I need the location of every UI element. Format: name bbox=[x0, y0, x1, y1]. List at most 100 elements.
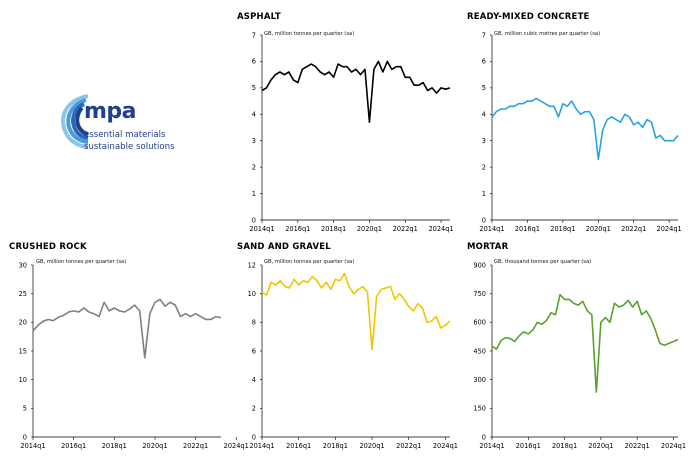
data-point bbox=[449, 87, 450, 88]
data-point bbox=[646, 119, 647, 120]
data-point bbox=[371, 349, 372, 350]
data-point bbox=[37, 325, 38, 326]
data-point bbox=[315, 66, 316, 67]
data-point bbox=[655, 137, 656, 138]
data-point bbox=[270, 282, 271, 283]
data-point bbox=[396, 66, 397, 67]
data-point bbox=[408, 306, 409, 307]
data-point bbox=[159, 299, 160, 300]
data-point bbox=[328, 71, 329, 72]
data-point bbox=[200, 316, 201, 317]
mpa-swoosh-icon bbox=[61, 94, 89, 149]
data-point bbox=[559, 294, 560, 295]
x-tick-label: 2020q1 bbox=[142, 442, 167, 450]
data-point bbox=[316, 280, 317, 281]
logo-tagline-1: essential materials bbox=[84, 130, 166, 140]
series-line bbox=[261, 272, 451, 351]
data-point bbox=[668, 343, 669, 344]
data-point bbox=[514, 341, 515, 342]
data-point bbox=[73, 310, 74, 311]
chart-title: ASPHALT bbox=[237, 12, 281, 22]
y-tick-label: 30 bbox=[19, 261, 27, 269]
data-point bbox=[288, 71, 289, 72]
chart-unit-label: GB, million cubic metres per quarter (sa… bbox=[494, 31, 601, 37]
data-point bbox=[325, 282, 326, 283]
data-point bbox=[641, 314, 642, 315]
y-tick-label: 0 bbox=[252, 433, 256, 441]
data-point bbox=[632, 306, 633, 307]
data-point bbox=[593, 119, 594, 120]
data-point bbox=[418, 85, 419, 86]
data-point bbox=[427, 90, 428, 91]
x-tick-label: 2014q1 bbox=[249, 225, 274, 233]
data-point bbox=[83, 307, 84, 308]
x-tick-label: 2018q1 bbox=[550, 225, 575, 233]
data-point bbox=[633, 124, 634, 125]
chart-unit-label: GB, million tonnes per quarter (sa) bbox=[264, 259, 355, 265]
data-point bbox=[491, 116, 492, 117]
data-point bbox=[609, 322, 610, 323]
y-tick-label: 6 bbox=[252, 347, 256, 355]
data-point bbox=[284, 286, 285, 287]
data-point bbox=[642, 127, 643, 128]
data-point bbox=[405, 77, 406, 78]
data-point bbox=[337, 63, 338, 64]
logo-wordmark: mpa bbox=[84, 99, 137, 124]
x-tick-label: 2018q1 bbox=[552, 442, 577, 450]
data-point bbox=[413, 85, 414, 86]
data-point bbox=[664, 140, 665, 141]
data-point bbox=[324, 74, 325, 75]
data-point bbox=[624, 114, 625, 115]
data-point bbox=[513, 106, 514, 107]
data-point bbox=[333, 77, 334, 78]
data-point bbox=[195, 313, 196, 314]
series-line bbox=[491, 97, 679, 161]
data-point bbox=[540, 100, 541, 101]
data-point bbox=[528, 333, 529, 334]
data-point bbox=[367, 292, 368, 293]
x-tick-label: 2014q1 bbox=[20, 442, 45, 450]
data-point bbox=[426, 322, 427, 323]
data-point bbox=[394, 299, 395, 300]
data-point bbox=[175, 304, 176, 305]
data-point bbox=[637, 122, 638, 123]
x-tick-label: 2024q1 bbox=[657, 225, 682, 233]
y-tick-label: 6 bbox=[252, 58, 256, 66]
data-point bbox=[537, 322, 538, 323]
x-tick-label: 2020q1 bbox=[357, 225, 382, 233]
y-tick-label: 8 bbox=[252, 319, 256, 327]
data-point bbox=[541, 324, 542, 325]
data-point bbox=[129, 308, 130, 309]
y-tick-label: 12 bbox=[248, 261, 256, 269]
series-line bbox=[261, 60, 451, 124]
y-tick-label: 20 bbox=[19, 319, 27, 327]
y-tick-label: 2 bbox=[252, 405, 256, 413]
data-point bbox=[573, 303, 574, 304]
data-point bbox=[532, 329, 533, 330]
data-point bbox=[154, 302, 155, 303]
data-point bbox=[651, 122, 652, 123]
data-point bbox=[431, 320, 432, 321]
data-point bbox=[289, 287, 290, 288]
data-point bbox=[261, 90, 262, 91]
chart-unit-label: GB, thousand tonnes per quarter (sa) bbox=[494, 259, 592, 265]
data-point bbox=[589, 111, 590, 112]
data-point bbox=[306, 66, 307, 67]
data-point bbox=[369, 122, 370, 123]
data-point bbox=[139, 310, 140, 311]
data-point bbox=[403, 299, 404, 300]
data-point bbox=[78, 311, 79, 312]
data-point bbox=[496, 348, 497, 349]
data-point bbox=[164, 306, 165, 307]
data-point bbox=[440, 327, 441, 328]
chart-title: MORTAR bbox=[467, 242, 509, 252]
data-point bbox=[362, 286, 363, 287]
chart-unit-label: GB, million tonnes per quarter (sa) bbox=[36, 259, 127, 265]
data-point bbox=[449, 320, 450, 321]
data-point bbox=[103, 302, 104, 303]
logo-tagline-2: sustainable solutions bbox=[84, 142, 175, 152]
data-point bbox=[376, 296, 377, 297]
y-tick-label: 0 bbox=[482, 433, 486, 441]
data-point bbox=[387, 61, 388, 62]
data-point bbox=[353, 293, 354, 294]
